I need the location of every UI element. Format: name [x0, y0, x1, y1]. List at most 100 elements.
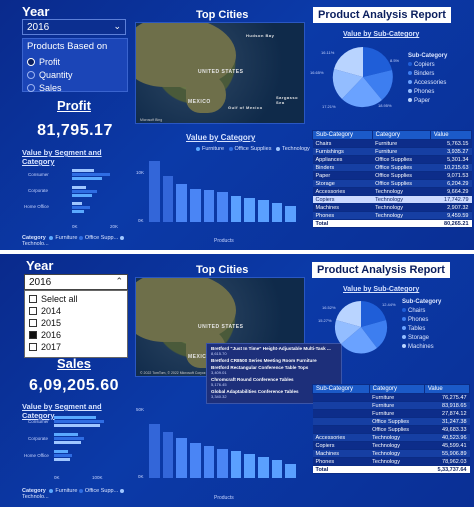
table-row[interactable]: Machines Technology 2,907.32 — [312, 203, 472, 212]
column-header[interactable]: Sub-Category — [312, 130, 373, 140]
column-header[interactable]: Category — [368, 384, 425, 394]
segment-bar[interactable] — [72, 173, 110, 176]
category-bar[interactable] — [271, 202, 283, 222]
category-bar[interactable] — [217, 191, 228, 222]
segment-bar[interactable] — [54, 441, 81, 444]
pie-slice[interactable] — [334, 46, 363, 77]
year-option-select-all[interactable]: Select all — [29, 293, 123, 305]
table-row[interactable]: Furniture 83,918.65 — [312, 401, 470, 410]
category-bar[interactable] — [203, 190, 215, 222]
category-bar[interactable] — [176, 438, 187, 478]
category-bar[interactable] — [230, 196, 242, 222]
pie-slice[interactable] — [332, 69, 363, 99]
table-row[interactable]: Office Supplies 31,247.38 — [312, 417, 470, 426]
table-row[interactable]: Office Supplies 49,683.33 — [312, 425, 470, 434]
table-row[interactable]: Machines Technology 55,906.89 — [312, 449, 470, 458]
table-row[interactable]: Storage Office Supplies 6,204.29 — [312, 179, 472, 188]
segment-chart[interactable]: Value by Segment and Category Consumer C… — [20, 400, 126, 500]
category-bar[interactable] — [176, 183, 187, 222]
category-bar[interactable] — [203, 446, 215, 478]
table-cell: Paper — [312, 171, 373, 180]
pie-slice[interactable] — [363, 47, 392, 77]
column-header[interactable]: Sub-Category — [312, 384, 370, 394]
sub-category-pie[interactable] — [332, 298, 390, 356]
category-bar[interactable] — [285, 206, 296, 222]
pie-slice[interactable] — [336, 301, 361, 327]
category-bar[interactable] — [217, 449, 228, 478]
segment-bar[interactable] — [72, 177, 102, 180]
table-row[interactable]: Chairs Furniture 5,763.15 — [312, 139, 472, 148]
year-option-2017[interactable]: 2017 — [29, 341, 123, 353]
category-bar[interactable] — [271, 460, 283, 478]
segment-bar[interactable] — [54, 420, 104, 423]
year-dropdown[interactable]: 2016 ⌃ — [24, 274, 128, 290]
category-bar[interactable] — [149, 161, 160, 222]
table-row[interactable]: Phones Technology 9,459.59 — [312, 211, 472, 220]
pie-slice[interactable] — [341, 327, 377, 354]
table-row[interactable]: Furniture 27,874.12 — [312, 409, 470, 418]
category-bar[interactable] — [230, 451, 242, 478]
sub-category-table[interactable]: Sub-Category Category Value Chairs Furnit… — [312, 130, 473, 228]
top-cities-map[interactable]: UNITED STATES MEXICO Gulf of Mexico Huds… — [135, 22, 305, 124]
category-bar[interactable] — [244, 198, 256, 222]
segment-bar[interactable] — [72, 169, 94, 172]
pie-legend: Sub-Category Chairs Phones Tables Storag… — [402, 298, 441, 352]
segment-bar[interactable] — [54, 450, 68, 453]
category-bar[interactable] — [162, 175, 174, 222]
table-row[interactable]: Phones Technology 78,962.03 — [312, 457, 470, 466]
column-header[interactable]: Value — [423, 384, 471, 394]
segment-bar[interactable] — [72, 206, 90, 209]
category-bar[interactable] — [258, 456, 269, 478]
segment-bar[interactable] — [54, 416, 96, 419]
category-bars[interactable] — [148, 414, 298, 478]
table-row[interactable]: Binders Office Supplies 10,215.63 — [312, 163, 472, 172]
category-bar[interactable] — [244, 453, 256, 478]
segment-bar[interactable] — [72, 186, 86, 189]
table-row[interactable]: Copiers Technology 17,742.79 — [312, 195, 472, 204]
kpi-title: Profit — [57, 98, 91, 113]
measure-option-sales[interactable]: Sales — [27, 81, 123, 94]
category-bar[interactable] — [149, 423, 160, 478]
sub-category-table[interactable]: Sub-Category Category Value Furniture 76,… — [312, 384, 471, 474]
segment-bar[interactable] — [54, 433, 78, 436]
segment-bar[interactable] — [72, 202, 82, 205]
year-option-2015[interactable]: 2015 — [29, 317, 123, 329]
category-bar[interactable] — [189, 188, 201, 222]
column-header[interactable]: Value — [429, 130, 473, 140]
category-bar[interactable] — [162, 431, 174, 478]
category-bar[interactable] — [258, 200, 269, 222]
segment-bar[interactable] — [72, 194, 92, 197]
segment-bar[interactable] — [72, 210, 84, 213]
legend-item: Office Supplies — [234, 146, 272, 152]
measure-option-quantity[interactable]: Quantity — [27, 68, 123, 81]
pie-slice[interactable] — [361, 301, 386, 327]
segment-bar[interactable] — [72, 190, 97, 193]
segment-bar[interactable] — [54, 458, 70, 461]
category-bar[interactable] — [285, 463, 296, 478]
year-dropdown[interactable]: 2016 ⌄ — [22, 19, 126, 35]
pie-slice[interactable] — [334, 320, 361, 344]
table-row[interactable]: Accessories Technology 9,664.29 — [312, 187, 472, 196]
sub-category-pie[interactable] — [330, 44, 396, 110]
segment-bar[interactable] — [54, 454, 72, 457]
table-row[interactable]: Furnishings Furniture 3,935.27 — [312, 147, 472, 156]
year-option-2016[interactable]: 2016 — [29, 329, 123, 341]
report-title: Product Analysis Report — [313, 7, 451, 23]
pie-slice[interactable] — [361, 320, 388, 348]
column-header[interactable]: Category — [371, 130, 431, 140]
segment-bar[interactable] — [54, 437, 84, 440]
pie-slice[interactable] — [363, 70, 393, 100]
category-bar[interactable] — [189, 442, 201, 478]
segment-chart[interactable]: Value by Segment and Category Consumer C… — [20, 146, 126, 247]
segment-bar[interactable] — [54, 424, 100, 427]
year-option-2014[interactable]: 2014 — [29, 305, 123, 317]
table-row[interactable]: Furniture 76,275.47 — [312, 393, 470, 402]
table-row[interactable]: Accessories Technology 40,523.96 — [312, 433, 470, 442]
table-row[interactable]: Copiers Technology 45,599.41 — [312, 441, 470, 450]
table-row[interactable]: Appliances Office Supplies 5,301.34 — [312, 155, 472, 164]
category-bars[interactable] — [148, 158, 298, 222]
table-row[interactable]: Paper Office Supplies 9,071.53 — [312, 171, 472, 180]
pie-slice[interactable] — [342, 77, 382, 108]
segment-chart-title: Value by Segment and Category — [22, 402, 102, 420]
measure-option-profit[interactable]: Profit — [27, 55, 123, 68]
